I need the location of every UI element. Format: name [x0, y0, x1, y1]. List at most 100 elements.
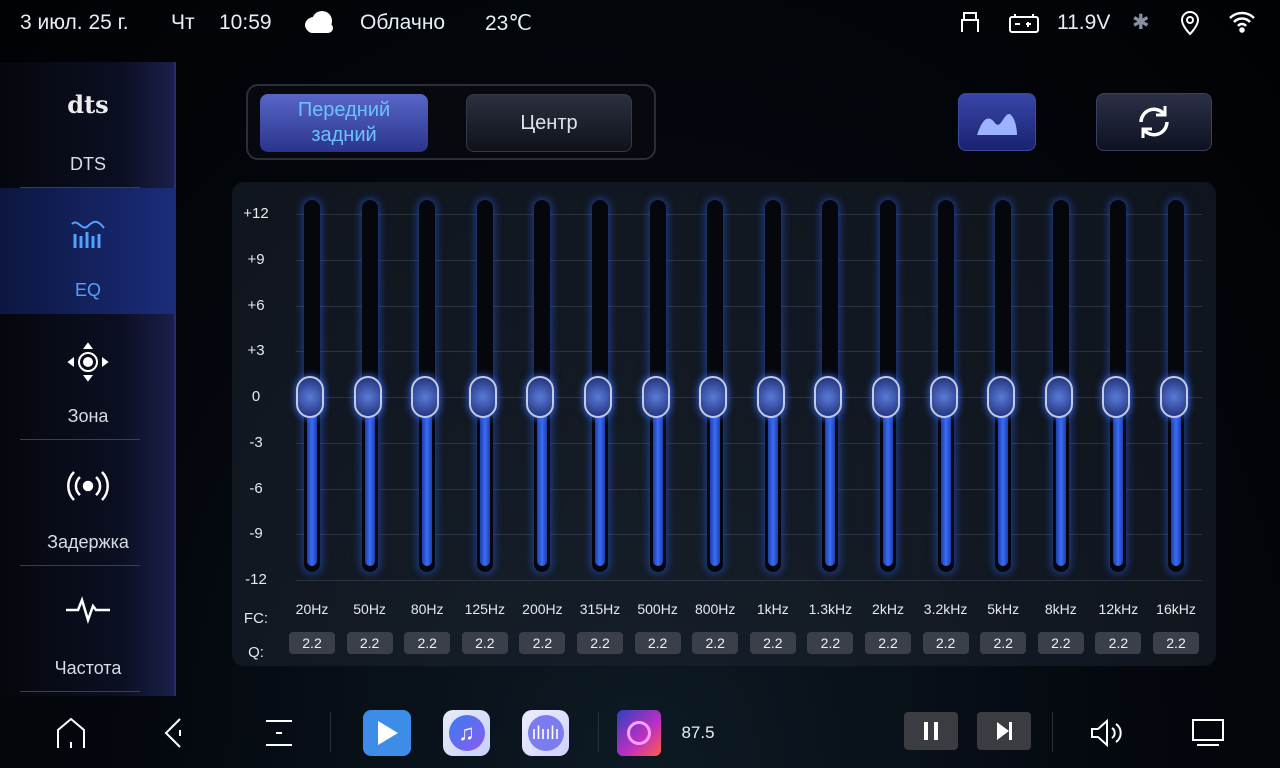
voltage: 11.9V: [1057, 11, 1111, 34]
band-q-value[interactable]: 2.2: [1037, 632, 1084, 654]
radio-album-art[interactable]: [617, 710, 661, 756]
band-q-value[interactable]: 2.2: [922, 632, 969, 654]
screen-button[interactable]: [1188, 710, 1228, 756]
sidebar-item-dts[interactable]: dts DTS: [0, 62, 176, 188]
slider-fill: [825, 397, 836, 566]
slider-knob[interactable]: [699, 376, 728, 418]
band-q-value[interactable]: 2.2: [404, 632, 451, 654]
tab-front-rear[interactable]: Передний задний: [260, 94, 428, 152]
gridline: [296, 351, 1202, 353]
band-q-value[interactable]: 2.2: [519, 632, 566, 654]
slider-knob[interactable]: [353, 376, 382, 418]
eq-slider-200Hz[interactable]: [526, 200, 555, 572]
slider-fill: [767, 397, 778, 566]
dts-logo-icon: dts: [67, 90, 109, 119]
eq-slider-2kHz[interactable]: [872, 200, 900, 572]
slider-fill: [364, 397, 375, 566]
slider-knob[interactable]: [468, 376, 497, 418]
eq-slider-1.3kHz[interactable]: [814, 200, 843, 572]
voice-app-icon[interactable]: ılıılı: [522, 710, 569, 756]
slider-fill: [537, 397, 548, 566]
volume-button[interactable]: [1086, 710, 1126, 756]
slider-knob[interactable]: [584, 376, 612, 418]
slider-knob[interactable]: [814, 376, 843, 418]
pause-button[interactable]: [904, 712, 958, 750]
band-q-value[interactable]: 2.2: [1153, 632, 1199, 654]
slider-knob[interactable]: [526, 376, 555, 418]
band-q-value[interactable]: 2.2: [865, 632, 911, 654]
slider-knob[interactable]: [296, 376, 324, 418]
eq-curve-button[interactable]: [958, 93, 1036, 151]
eq-slider-500Hz[interactable]: [641, 200, 670, 572]
menu-button[interactable]: [258, 710, 300, 756]
band-frequency: 12kHz: [1098, 601, 1139, 617]
sidebar-item-label: Зона: [67, 406, 109, 426]
eq-slider-20Hz[interactable]: [296, 200, 324, 572]
sidebar-item-zone[interactable]: Зона: [0, 314, 176, 440]
dock: ♫ ılıılı 87.5: [0, 700, 1280, 768]
slider-knob[interactable]: [641, 376, 670, 418]
band-frequency: 800Hz: [694, 601, 736, 617]
slider-fill: [940, 397, 951, 566]
band-frequency: 200Hz: [522, 601, 563, 617]
band-frequency: 80Hz: [410, 601, 444, 617]
band-q-value[interactable]: 2.2: [577, 632, 623, 654]
eq-slider-5kHz[interactable]: [987, 200, 1016, 572]
video-app-icon[interactable]: [363, 710, 411, 756]
eq-slider-125Hz[interactable]: [468, 200, 497, 572]
slider-knob[interactable]: [872, 376, 900, 418]
eq-slider-8kHz[interactable]: [1044, 200, 1073, 572]
eq-slider-1kHz[interactable]: [756, 200, 785, 572]
temperature: 23℃: [485, 12, 532, 35]
pause-icon: [924, 722, 938, 740]
next-track-button[interactable]: [977, 712, 1031, 750]
band-q-value[interactable]: 2.2: [1095, 632, 1142, 654]
eq-slider-80Hz[interactable]: [411, 200, 440, 572]
eq-slider-800Hz[interactable]: [699, 200, 728, 572]
slider-knob[interactable]: [929, 376, 958, 418]
band-q-value[interactable]: 2.2: [461, 632, 508, 654]
slider-knob[interactable]: [411, 376, 440, 418]
status-bar: 3 июл. 25 г. Чт 10:59 Облачно 23℃ 11.9V …: [0, 0, 1280, 46]
band-frequency: 125Hz: [464, 601, 506, 617]
y-tick-label: 0: [251, 388, 261, 405]
back-icon: [164, 718, 181, 748]
slider-knob[interactable]: [1160, 376, 1188, 418]
music-app-icon[interactable]: ♫: [443, 710, 490, 756]
sidebar-item-label: EQ: [74, 280, 101, 300]
slider-knob[interactable]: [987, 376, 1016, 418]
eq-slider-16kHz[interactable]: [1160, 200, 1188, 572]
equalizer-icon: [0, 216, 176, 258]
slider-knob[interactable]: [1044, 376, 1073, 418]
back-button[interactable]: [152, 710, 194, 756]
slider-knob[interactable]: [1102, 376, 1131, 418]
slider-fill: [1113, 397, 1124, 566]
eq-slider-12kHz[interactable]: [1102, 200, 1131, 572]
band-q-value[interactable]: 2.2: [692, 632, 739, 654]
sidebar-item-frequency[interactable]: Частота: [0, 566, 176, 692]
eq-slider-50Hz[interactable]: [353, 200, 382, 572]
eq-slider-315Hz[interactable]: [584, 200, 612, 572]
tab-center[interactable]: Центр: [466, 94, 632, 152]
y-tick-label: -6: [249, 479, 263, 497]
sidebar: dts DTS EQ Зона Задержка Частота: [0, 62, 176, 696]
y-tick-label: -9: [249, 525, 263, 543]
band-frequency: 5kHz: [987, 601, 1020, 617]
fc-label: FC:: [243, 610, 269, 627]
band-q-value[interactable]: 2.2: [807, 632, 854, 654]
zone-target-icon: [0, 342, 176, 390]
sidebar-item-delay[interactable]: Задержка: [0, 440, 176, 566]
sidebar-item-eq[interactable]: EQ: [0, 188, 176, 314]
eq-slider-3.2kHz[interactable]: [929, 200, 958, 572]
band-q-value[interactable]: 2.2: [749, 632, 796, 654]
band-q-value[interactable]: 2.2: [980, 632, 1027, 654]
band-q-value[interactable]: 2.2: [346, 632, 393, 654]
slider-knob[interactable]: [756, 376, 785, 418]
radio-frequency: 87.5: [681, 723, 715, 742]
home-button[interactable]: [50, 710, 92, 756]
reset-button[interactable]: [1096, 93, 1212, 151]
band-q-value[interactable]: 2.2: [289, 632, 335, 654]
volume-icon: [1091, 718, 1122, 748]
slider-fill: [883, 397, 893, 566]
band-q-value[interactable]: 2.2: [634, 632, 681, 654]
